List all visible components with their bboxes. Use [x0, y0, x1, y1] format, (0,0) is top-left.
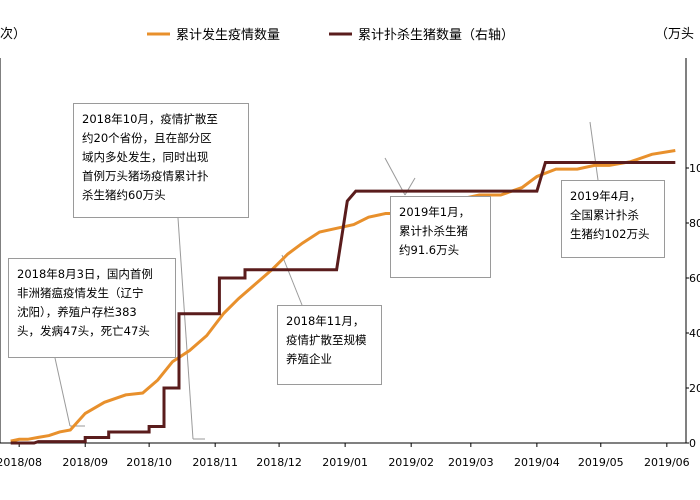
- y-right-tick-label: 20: [689, 382, 700, 395]
- callout-oct-2018: 2018年10月，疫情扩散至 约20个省份，且在部分区 域内多处发生，同时出现 …: [73, 103, 249, 218]
- legend-label-cases: 累计发生疫情数量: [176, 27, 280, 43]
- leader-jan: [384, 157, 406, 196]
- left-axis-unit: 次）: [0, 26, 26, 42]
- legend: 累计发生疫情数量 累计扑杀生猪数量（右轴）: [147, 27, 514, 43]
- legend-label-culled: 累计扑杀生猪数量（右轴）: [358, 28, 514, 43]
- y-right-tick-label: 40: [689, 327, 700, 340]
- callout-jan-2019: 2019年1月， 累计扑杀生猪 约91.6万头: [390, 196, 491, 278]
- x-tick-label: 2018/09: [62, 456, 108, 469]
- x-tick-label: 2019/02: [388, 456, 434, 469]
- callout-nov-2018: 2018年11月， 疫情扩散至规模 养殖企业: [277, 305, 382, 385]
- x-tick-label: 2018/10: [126, 456, 172, 469]
- leader-aug: [54, 357, 71, 427]
- callout-aug-2018: 2018年8月3日，国内首例 非洲猪瘟疫情发生（辽宁 沈阳），养殖户存栏383 …: [8, 258, 176, 358]
- series-group: [10, 149, 676, 445]
- x-tick-label: 2019/06: [644, 456, 690, 469]
- callout-apr-2019: 2019年4月， 全国累计扑杀 生猪约102万头: [561, 180, 665, 258]
- y-right-tick-label: 60: [689, 272, 700, 285]
- callout-leaders: [54, 121, 599, 440]
- x-tick-label: 2019/03: [448, 456, 494, 469]
- leader-apr: [589, 121, 599, 181]
- x-tick-label: 2018/11: [192, 456, 238, 469]
- leader-nov: [281, 254, 303, 306]
- x-tick-label: 2018/12: [256, 456, 302, 469]
- x-tick-label: 2019/01: [322, 456, 368, 469]
- y-right-tick-label: 0: [689, 437, 696, 450]
- y-right-tick-label: 80: [689, 217, 700, 230]
- y-axis-right-ticks: 0 20 40 60 80 100: [686, 162, 700, 450]
- series-line-culled: [10, 161, 676, 445]
- x-tick-label: 2019/04: [514, 456, 560, 469]
- y-right-tick-label: 100: [689, 162, 700, 175]
- x-axis-ticks: 2018/072018/082018/092018/102018/112018/…: [0, 443, 690, 469]
- right-axis-unit: （万头: [655, 27, 694, 42]
- x-tick-label: 2018/08: [0, 456, 42, 469]
- x-tick-label: 2019/05: [578, 456, 624, 469]
- leader-oct: [177, 217, 194, 440]
